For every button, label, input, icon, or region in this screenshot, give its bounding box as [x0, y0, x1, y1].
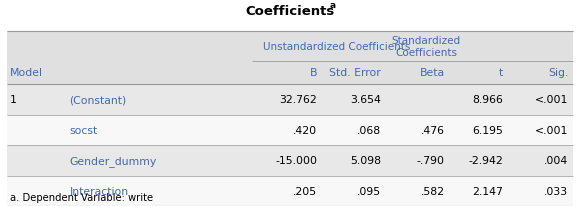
- Text: Beta: Beta: [420, 68, 445, 78]
- Text: a: a: [329, 1, 336, 10]
- Text: .476: .476: [421, 125, 445, 135]
- Text: t: t: [499, 68, 503, 78]
- Text: 3.654: 3.654: [350, 95, 381, 105]
- Text: .582: .582: [421, 186, 445, 196]
- Text: -2.942: -2.942: [468, 156, 503, 166]
- Text: socst: socst: [70, 125, 98, 135]
- Text: 1: 1: [10, 95, 17, 105]
- Text: -.790: -.790: [417, 156, 445, 166]
- Text: .068: .068: [357, 125, 381, 135]
- Text: B: B: [310, 68, 317, 78]
- Text: Model: Model: [10, 68, 43, 78]
- Text: Std. Error: Std. Error: [329, 68, 381, 78]
- Text: 2.147: 2.147: [472, 186, 503, 196]
- Text: Sig.: Sig.: [548, 68, 568, 78]
- Text: .420: .420: [293, 125, 317, 135]
- Text: Interaction: Interaction: [70, 186, 129, 196]
- Text: a. Dependent Variable: write: a. Dependent Variable: write: [10, 192, 153, 202]
- Bar: [7, 84, 573, 115]
- Text: 5.098: 5.098: [350, 156, 381, 166]
- Text: (Constant): (Constant): [70, 95, 127, 105]
- Text: -15.000: -15.000: [276, 156, 317, 166]
- Text: .033: .033: [544, 186, 568, 196]
- Text: Coefficients: Coefficients: [245, 5, 335, 18]
- Bar: [7, 115, 573, 145]
- Text: .205: .205: [293, 186, 317, 196]
- Text: <.001: <.001: [535, 125, 568, 135]
- Text: .004: .004: [544, 156, 568, 166]
- Text: 6.195: 6.195: [472, 125, 503, 135]
- Bar: [7, 32, 573, 84]
- Text: 32.762: 32.762: [280, 95, 317, 105]
- Text: <.001: <.001: [535, 95, 568, 105]
- Bar: [7, 176, 573, 206]
- Text: Gender_dummy: Gender_dummy: [70, 155, 157, 166]
- Text: Unstandardized Coefficients: Unstandardized Coefficients: [263, 42, 410, 52]
- Bar: [7, 145, 573, 176]
- Text: .095: .095: [357, 186, 381, 196]
- Text: Standardized
Coefficients: Standardized Coefficients: [392, 36, 461, 58]
- Text: 8.966: 8.966: [472, 95, 503, 105]
